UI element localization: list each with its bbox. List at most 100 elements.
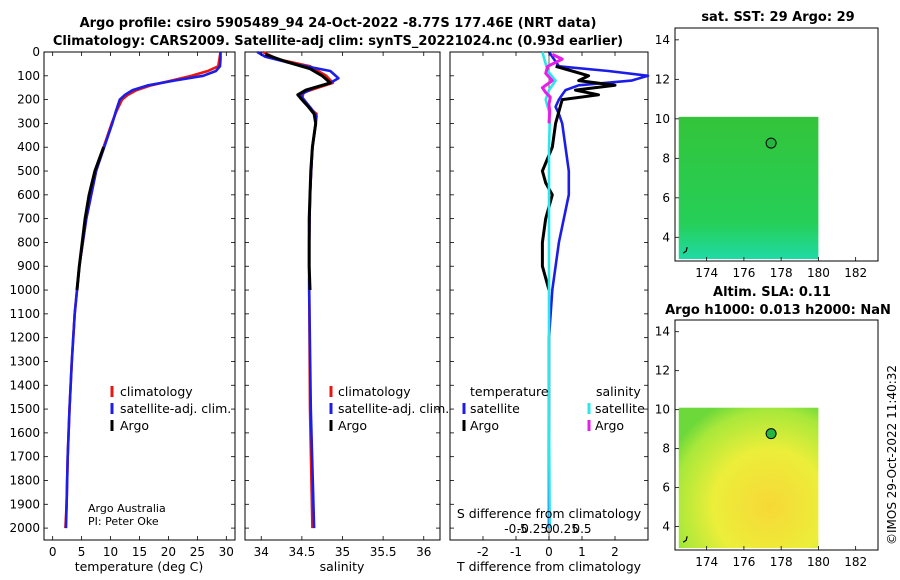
coastline-fragment-2 — [682, 536, 688, 543]
map-y-tick-label: 14 — [655, 33, 670, 47]
x-tick-label: 15 — [132, 545, 147, 559]
x-tick-label: -1 — [510, 545, 522, 559]
x-tick-label: 5 — [78, 545, 86, 559]
temperature-x-ticks: 0 5 10 15 20 25 30 — [49, 52, 234, 559]
legend-satellite-label: satellite-adj. clim. — [120, 401, 231, 416]
map-x-tick-label: 182 — [844, 266, 867, 280]
argo-float-marker — [765, 137, 777, 149]
argo-float-marker-2 — [765, 428, 777, 440]
figure-title-line2: Climatology: CARS2009. Satellite-adj cli… — [53, 34, 623, 49]
map-x-tick-label: 174 — [695, 266, 718, 280]
depth-tick-label: 700 — [17, 212, 40, 226]
legend-climatology-label-2: climatology — [338, 384, 411, 399]
map-y-tick-label: 12 — [655, 72, 670, 86]
legend-climatology-label: climatology — [120, 384, 193, 399]
series-argo — [264, 52, 332, 291]
x-tick-label: 36 — [416, 545, 431, 559]
series-satellite-adj-clim- — [256, 50, 340, 529]
depth-tick-label: 1400 — [9, 378, 40, 392]
legend-s-satellite-label: satellite — [595, 401, 645, 416]
x-tick-label: 0 — [545, 545, 553, 559]
s-tick-label: 0.25 — [552, 522, 579, 536]
map-y-tick-label: 8 — [662, 442, 670, 456]
salinity-panel: 34 34.5 35 35.5 36 salinity climatology sate… — [244, 50, 449, 574]
x-tick-label: -2 — [477, 545, 489, 559]
credit-line1: Argo Australia — [88, 502, 166, 515]
s-tick-label: -0.5 — [504, 522, 527, 536]
depth-tick-label: 1100 — [9, 307, 40, 321]
depth-tick-label: 800 — [17, 235, 40, 249]
map-x-tick-label: 178 — [770, 555, 793, 569]
salinity-x-label: salinity — [320, 559, 365, 574]
depth-tick-label: 300 — [17, 116, 40, 130]
legend-t-satellite-label: satellite — [470, 401, 520, 416]
s-tick-label: -0.25 — [517, 522, 548, 536]
depth-tick-label: 500 — [17, 164, 40, 178]
series-argo — [75, 146, 106, 291]
map-y-tick-label: 6 — [662, 481, 670, 495]
map-x-tick-label: 176 — [732, 266, 755, 280]
depth-tick-label: 200 — [17, 93, 40, 107]
temperature-series — [64, 51, 222, 529]
sla-map-panel: Altim. SLA: 0.11 Argo h1000: 0.013 h2000… — [655, 285, 891, 569]
map-x-tick-label: 180 — [807, 266, 830, 280]
map-x-tick-label: 178 — [770, 266, 793, 280]
sla-field — [678, 407, 819, 549]
sla-map-title-line1: Altim. SLA: 0.11 — [713, 285, 831, 300]
map-y-tick-label: 12 — [655, 364, 670, 378]
x-tick-label: 1 — [578, 545, 586, 559]
legend-argo-label: Argo — [120, 418, 149, 433]
legend-satellite-label-2: satellite-adj. clim. — [338, 401, 449, 416]
x-tick-label: 35 — [335, 545, 350, 559]
x-tick-label: 10 — [103, 545, 118, 559]
temperature-x-label: temperature (deg C) — [75, 559, 204, 574]
depth-tick-label: 1900 — [9, 497, 40, 511]
difference-panel: -2 -1 0 1 2 -0.5-0.250 0.250.5 S difference f… — [449, 51, 650, 574]
salinity-plot-frame — [244, 51, 441, 541]
s-difference-label: S difference from climatology — [457, 506, 642, 521]
x-tick-label: 35.5 — [370, 545, 397, 559]
difference-s-ticks: -0.5-0.250 0.250.5 — [504, 522, 591, 536]
salinity-legend: climatology satellite-adj. clim. Argo — [329, 384, 449, 433]
map-y-tick-label: 14 — [655, 325, 670, 339]
series-satellite-adj-clim- — [64, 52, 222, 529]
difference-legend: temperature salinity satellite Argo sate… — [462, 384, 645, 433]
depth-tick-label: 1300 — [9, 354, 40, 368]
t-difference-label: T difference from climatology — [456, 559, 642, 574]
sst-field — [678, 116, 819, 260]
depth-tick-label: 100 — [17, 69, 40, 83]
sla-map-ticks: 174 176 178 180 182 4 6 8 10 12 14 — [655, 325, 867, 569]
temperature-panel: 0 5 10 15 20 25 30 temperature (deg C) climato… — [43, 51, 236, 574]
map-x-tick-label: 174 — [695, 555, 718, 569]
legend-t-argo-label: Argo — [470, 418, 499, 433]
map-x-tick-label: 180 — [807, 555, 830, 569]
map-y-tick-label: 4 — [662, 230, 670, 244]
depth-tick-label: 1000 — [9, 283, 40, 297]
series-salinity-satellite — [541, 51, 557, 529]
depth-tick-label: 1200 — [9, 331, 40, 345]
s-tick-label: 0 — [545, 522, 553, 536]
series-temperature-satellite — [547, 51, 650, 529]
x-tick-label: 0 — [49, 545, 57, 559]
legend-temperature-head: temperature — [470, 384, 549, 399]
series-climatology — [64, 51, 222, 529]
legend-s-argo-label: Argo — [595, 418, 624, 433]
depth-axis-ticks: 0 100 200 300 400 500 600 700 800 900 1000 1100 1200… — [9, 45, 648, 535]
temperature-legend: climatology satellite-adj. clim. Argo — [110, 384, 231, 433]
x-tick-label: 34 — [254, 545, 269, 559]
sst-map-panel: sat. SST: 29 Argo: 29 174 176 178 180 182 4 6 8… — [655, 10, 879, 280]
sla-map-title-line2: Argo h1000: 0.013 h2000: NaN — [665, 303, 891, 318]
series-temperature-argo — [540, 64, 617, 291]
map-y-tick-label: 8 — [662, 151, 670, 165]
depth-tick-label: 2000 — [9, 521, 40, 535]
depth-tick-label: 0 — [32, 45, 40, 59]
difference-series — [540, 51, 650, 529]
x-tick-label: 2 — [611, 545, 619, 559]
sst-map-title: sat. SST: 29 Argo: 29 — [701, 10, 854, 25]
salinity-x-ticks: 34 34.5 35 35.5 36 — [254, 52, 431, 559]
x-tick-label: 34.5 — [289, 545, 316, 559]
x-tick-label: 25 — [190, 545, 205, 559]
x-tick-label: 30 — [219, 545, 234, 559]
depth-tick-label: 900 — [17, 259, 40, 273]
